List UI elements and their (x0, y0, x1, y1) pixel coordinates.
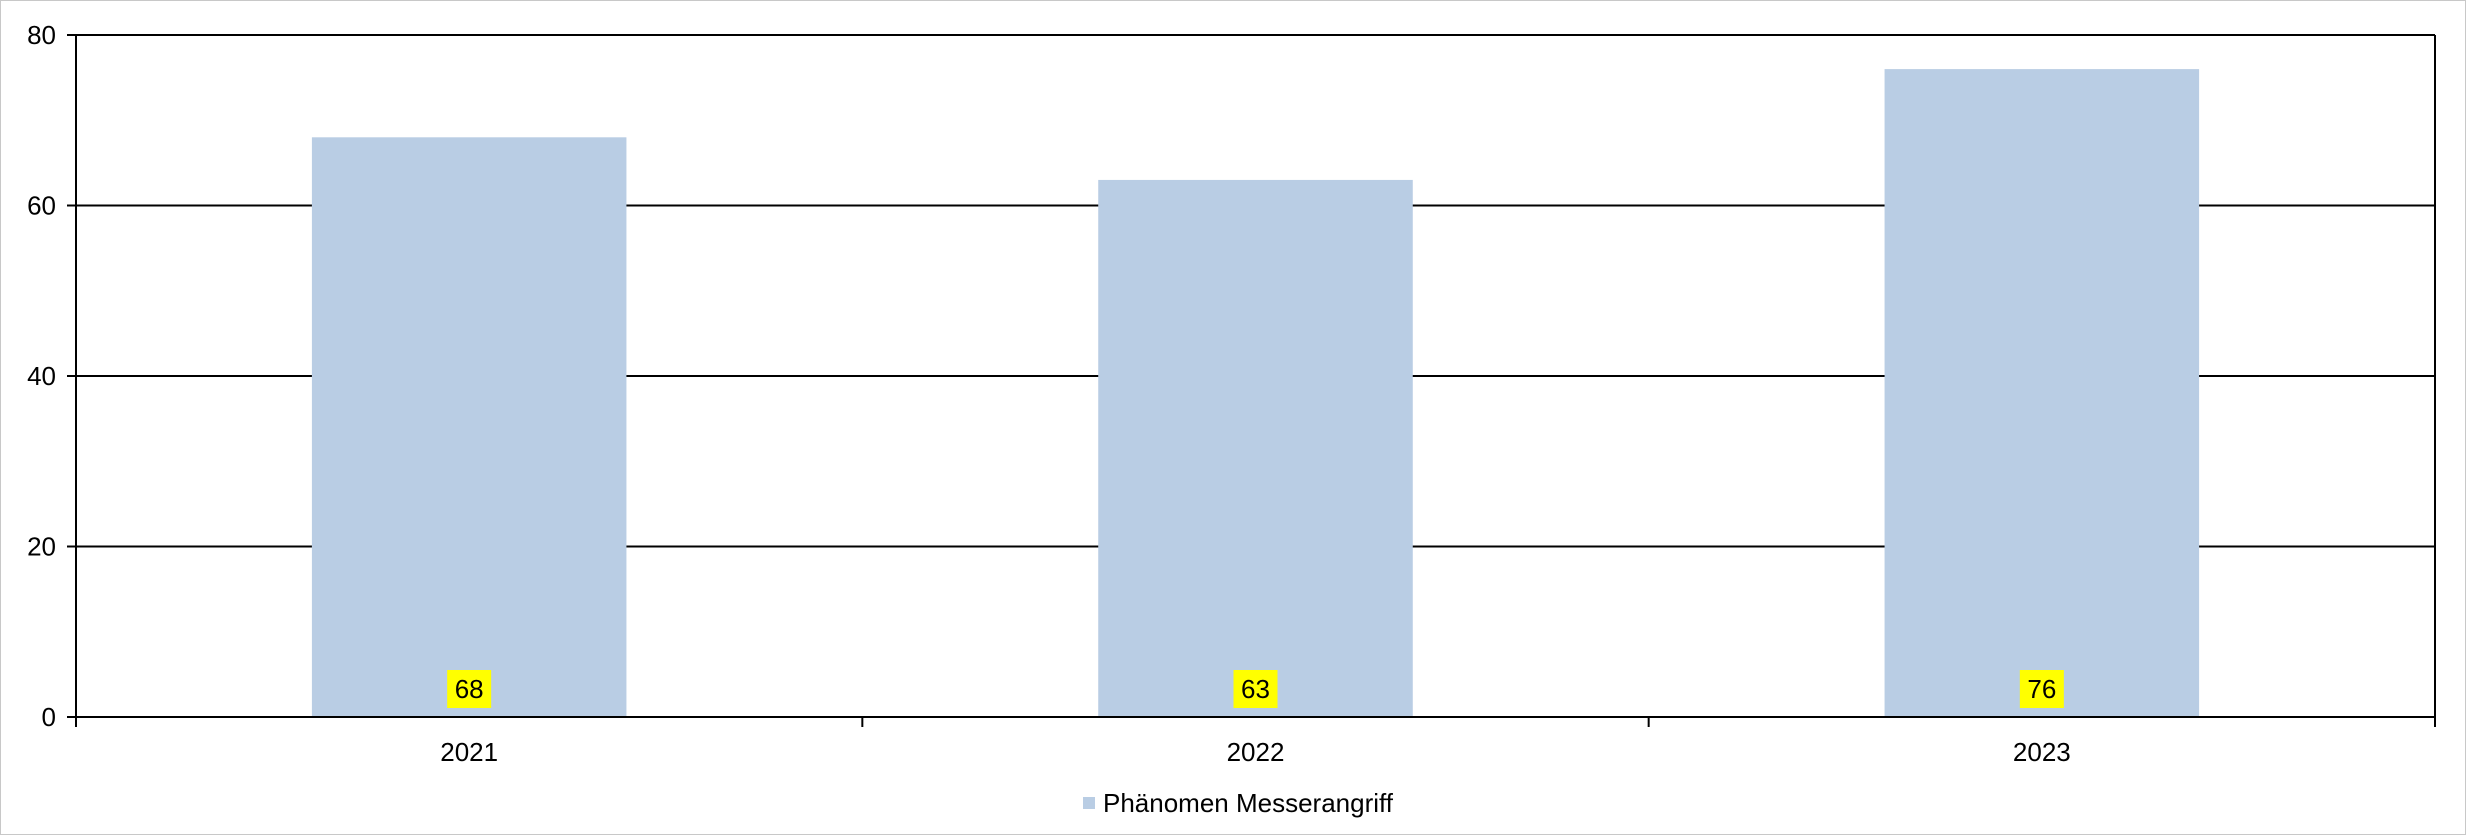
data-label: 68 (455, 674, 484, 704)
data-label-bg (447, 670, 492, 708)
bars (311, 69, 2200, 718)
legend: Phänomen Messerangriff (1083, 788, 1394, 818)
bar-2023 (1884, 69, 2200, 718)
y-tick-label: 40 (27, 361, 56, 391)
y-tick-label: 20 (27, 532, 56, 562)
x-tick-label: 2022 (1227, 737, 1285, 767)
legend-label: Phänomen Messerangriff (1103, 788, 1394, 818)
y-tick-label: 0 (42, 702, 56, 732)
axes: 0 20 40 60 80 2021 2022 2023 (27, 20, 2436, 767)
x-tick-label: 2023 (2013, 737, 2071, 767)
data-label-bg (2019, 670, 2064, 708)
data-label: 63 (1241, 674, 1270, 704)
legend-swatch (1083, 797, 1095, 809)
bar-2021 (311, 137, 627, 718)
data-label-bg (1233, 670, 1278, 708)
bar-2022 (1098, 179, 1413, 718)
data-label: 76 (2027, 674, 2056, 704)
y-tick-label: 80 (27, 20, 56, 50)
x-tick-label: 2021 (440, 737, 498, 767)
data-labels: 68 63 76 (447, 670, 2064, 708)
y-tick-label: 60 (27, 191, 56, 221)
